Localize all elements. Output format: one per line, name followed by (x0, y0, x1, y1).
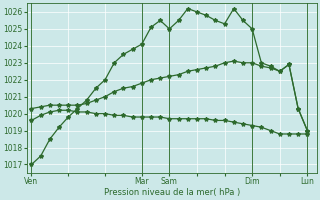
X-axis label: Pression niveau de la mer( hPa ): Pression niveau de la mer( hPa ) (104, 188, 240, 197)
